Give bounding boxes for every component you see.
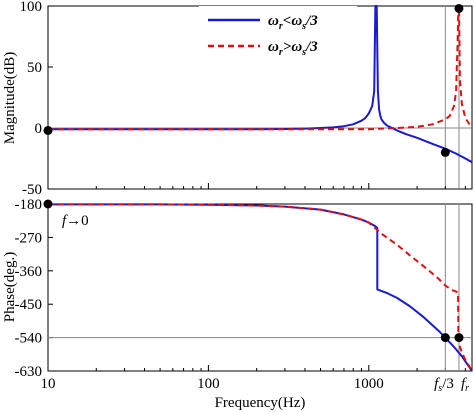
tick-label-fr: fr (461, 376, 469, 394)
legend: ωr<ωs/3 ωr>ωs/3 (199, 6, 357, 62)
phase-marker-point (454, 333, 464, 343)
phase-y-tick-label: -180 (15, 197, 43, 213)
phase-x-tick-label: 100 (197, 376, 220, 392)
magnitude-curves (48, 5, 473, 189)
magnitude-series-1-line (48, 5, 473, 164)
magnitude-marker-point (440, 147, 450, 157)
phase-marker-point (43, 199, 53, 209)
magnitude-y-tick-label: 50 (27, 60, 42, 76)
phase-y-ticks: -180 -270 -360 -450 -540 -630 (15, 197, 53, 380)
phase-series-1-line (48, 203, 473, 372)
phase-curves (48, 203, 473, 372)
magnitude-y-axis-label: Magnitude(dB) (2, 52, 18, 144)
phase-y-tick-label: -360 (15, 264, 43, 280)
phase-plot-frame (47, 203, 473, 372)
annotation-f-to-zero: f→0 (62, 213, 89, 229)
phase-x-tick-label: 1000 (354, 376, 384, 392)
phase-panel: -180 -270 -360 -450 -540 -630 10 100 1000 Phase… (2, 183, 473, 411)
legend-label-series-2: ωr>ωs/3 (268, 39, 318, 58)
magnitude-y-tick-label: 100 (20, 0, 43, 15)
magnitude-marker-point (43, 125, 53, 135)
phase-y-tick-label: -630 (15, 364, 43, 380)
magnitude-panel: 100 50 0 -50 Magnitude(dB) ωr<ωs/3 ωr>ωs/3 (2, 0, 473, 198)
phase-x-ticks: 10 100 1000 (41, 183, 466, 392)
magnitude-y-tick-label: -50 (22, 182, 42, 198)
phase-series-2-line (48, 203, 473, 372)
x-axis-label: Frequency(Hz) (215, 395, 306, 411)
phase-y-tick-label: -270 (15, 230, 43, 246)
phase-y-tick-label: -450 (15, 297, 43, 313)
magnitude-marker-point (454, 3, 464, 13)
phase-x-tick-label: 10 (41, 376, 56, 392)
phase-y-tick-label: -540 (15, 331, 43, 347)
legend-label-series-1: ωr<ωs/3 (268, 13, 318, 32)
legend-box (199, 6, 357, 62)
phase-y-axis-label: Phase(deg.) (2, 252, 18, 322)
magnitude-y-ticks: 100 50 0 -50 (20, 0, 53, 198)
phase-points (43, 199, 464, 343)
tick-label-fs-over-3: fs/3 (434, 376, 454, 394)
magnitude-y-tick-label: 0 (35, 121, 43, 137)
magnitude-series-2-line (48, 5, 473, 131)
magnitude-points (43, 3, 464, 157)
phase-marker-point (440, 333, 450, 343)
